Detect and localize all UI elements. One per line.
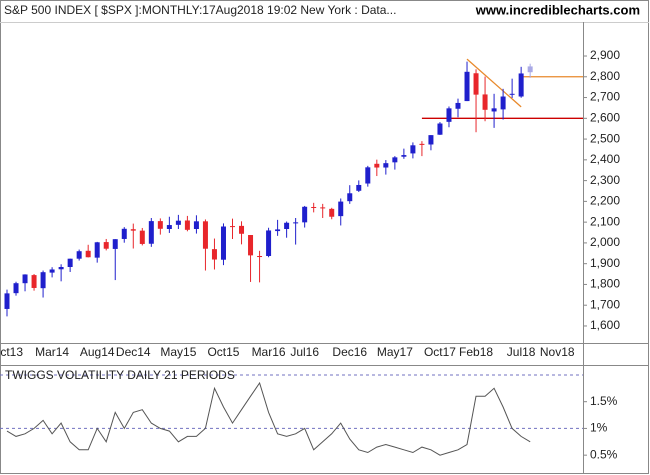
y-tick-label: 1% (590, 421, 608, 435)
candle-body (239, 225, 245, 234)
candle-body (365, 167, 371, 184)
candle-body (293, 222, 299, 224)
x-tick-label: Oct17 (424, 345, 456, 359)
candle-body (464, 71, 470, 102)
candle-body (482, 94, 488, 110)
candle-body (148, 221, 154, 244)
candle-body (130, 229, 136, 231)
trend-line (466, 58, 522, 108)
candle-body (455, 102, 461, 109)
x-tick-label: Feb18 (459, 345, 493, 359)
candle-body (392, 157, 398, 163)
y-tick-label: 2,100 (590, 214, 620, 228)
y-tick-label: 1,900 (590, 256, 620, 270)
candle-body (257, 255, 263, 258)
candle-body (175, 220, 181, 225)
candle-body (49, 269, 55, 273)
y-tick-label: 1,800 (590, 277, 620, 291)
y-tick-label: 1,600 (590, 318, 620, 332)
y-tick-label: 2,600 (590, 110, 620, 124)
candle-body (112, 239, 118, 249)
candle-body (518, 73, 524, 97)
source-label: www.incrediblecharts.com (475, 2, 640, 17)
y-tick-label: 2,800 (590, 69, 620, 83)
candle-body (347, 193, 353, 202)
candle-body (473, 73, 479, 95)
y-tick-label: 2,500 (590, 131, 620, 145)
candle-body (419, 143, 425, 145)
candle-body (202, 221, 208, 249)
candle-body (13, 283, 19, 294)
candle-body (157, 221, 163, 229)
y-tick-label: 2,900 (590, 48, 620, 62)
y-tick-label: 2,000 (590, 235, 620, 249)
chart-title: S&P 500 INDEX [ $SPX ]:MONTHLY:17Aug2018… (4, 3, 396, 17)
candle-body (383, 163, 389, 168)
candle-body (527, 66, 533, 73)
x-tick-label: Dec16 (332, 345, 367, 359)
candle-body (4, 293, 10, 309)
candle-body (121, 228, 127, 239)
candle-body (184, 220, 190, 230)
candle-body (410, 145, 416, 154)
candle-body (311, 206, 317, 208)
indicator-title: TWIGGS VOLATILITY DAILY 21 PERIODS (5, 368, 235, 382)
candle-body (356, 184, 362, 191)
y-tick-label: 0.5% (590, 447, 618, 461)
candle-body (22, 274, 28, 284)
candle-body (500, 96, 506, 110)
y-tick-label: 2,400 (590, 152, 620, 166)
candle-body (437, 123, 443, 135)
candle-body (193, 221, 199, 229)
y-tick-label: 1,700 (590, 297, 620, 311)
candle-body (329, 208, 335, 217)
x-tick-label: Jul18 (507, 345, 536, 359)
volatility-line (6, 381, 531, 456)
candle-body (31, 275, 37, 288)
x-tick-label: Aug14 (80, 345, 115, 359)
candle-body (76, 251, 82, 259)
y-tick-label: 1.5% (590, 394, 618, 408)
candle-body (103, 242, 109, 249)
x-tick-label: Dec14 (116, 345, 151, 359)
y-tick-label: 2,200 (590, 194, 620, 208)
candle-body (94, 242, 100, 258)
candle-body (220, 226, 226, 260)
candle-body (275, 229, 281, 232)
candle-body (230, 226, 235, 228)
x-tick-label: Mar16 (252, 345, 286, 359)
candle-body (58, 266, 64, 270)
candle-body (40, 272, 46, 289)
candle-body (338, 201, 344, 217)
candle-body (166, 225, 172, 229)
candle-body (67, 258, 73, 267)
candle-body (428, 135, 434, 145)
candle-body (284, 222, 290, 229)
candle-body (401, 155, 407, 157)
x-tick-label: Nov18 (540, 345, 575, 359)
x-tick-label: May15 (160, 345, 196, 359)
x-tick-label: Jul16 (290, 345, 319, 359)
candle-body (320, 207, 326, 209)
y-tick-label: 2,700 (590, 90, 620, 104)
x-tick-label: Mar14 (35, 345, 69, 359)
x-tick-label: Oct15 (207, 345, 239, 359)
candle-body (85, 250, 91, 258)
candle-body (266, 230, 272, 256)
candle-body (491, 108, 497, 112)
x-tick-label: May17 (377, 345, 413, 359)
candle-body (211, 249, 217, 260)
candle-body (446, 108, 452, 122)
candle-body (509, 93, 515, 95)
candle-body (139, 230, 145, 244)
candle-body (248, 235, 254, 256)
y-tick-label: 2,300 (590, 173, 620, 187)
x-tick-label: Oct13 (0, 345, 23, 359)
candle-body (374, 163, 380, 168)
candle-body (302, 206, 308, 223)
